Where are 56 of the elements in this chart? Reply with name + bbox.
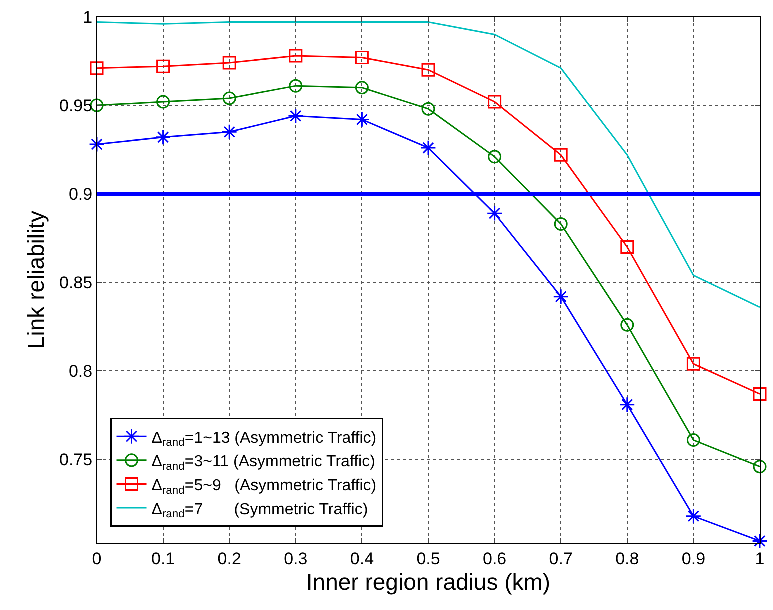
x-tick-label: 0.1	[151, 549, 176, 568]
x-tick-label: 1	[755, 549, 765, 568]
point	[686, 434, 700, 448]
y-tick-label: 0.8	[68, 362, 93, 382]
point	[156, 60, 170, 74]
x-tick-label: 0.3	[284, 549, 308, 568]
point	[488, 95, 502, 109]
point	[289, 79, 303, 93]
point	[222, 56, 236, 70]
point	[222, 92, 236, 106]
legend-label: Δ$_{rand}$=5~9 (Asymmetric Traffic)	[152, 477, 377, 497]
y-tick-label: 1	[83, 8, 93, 27]
x-tick-label: 0.9	[682, 549, 706, 568]
point	[554, 148, 568, 162]
point	[422, 63, 436, 77]
x-tick-label: 0.7	[549, 549, 573, 568]
legend-label: Δ$_{rand}$=7 (Symmetric Traffic)	[152, 501, 368, 521]
x-axis-title: Inner region radius (km)	[306, 569, 551, 595]
y-tick-label: 0.9	[68, 185, 93, 204]
point	[752, 533, 768, 550]
line-series	[97, 22, 760, 308]
point	[422, 102, 436, 116]
point	[222, 124, 238, 140]
point	[90, 62, 104, 76]
point	[686, 357, 700, 371]
point	[355, 50, 369, 64]
point	[686, 508, 702, 524]
x-tick-label: 0.5	[416, 549, 440, 568]
point	[553, 288, 570, 305]
x-tick-label: 0.6	[482, 549, 507, 568]
point	[619, 396, 636, 413]
point	[156, 95, 170, 109]
point	[753, 460, 767, 474]
point	[420, 140, 436, 156]
point	[288, 108, 304, 124]
y-axis-title: Link reliability	[22, 210, 49, 350]
x-tick-label: 0.8	[616, 549, 640, 568]
point	[155, 129, 172, 146]
point	[355, 81, 369, 95]
point	[354, 112, 370, 128]
x-tick-label: 0.2	[218, 549, 242, 568]
legend-label: Δ$_{rand}$=1~13 (Asymmetric Traffic)	[152, 430, 377, 450]
point	[289, 49, 303, 63]
point	[486, 206, 503, 222]
y-tick-label: 0.85	[60, 274, 93, 293]
point	[554, 217, 568, 231]
y-tick-label: 0.75	[60, 450, 93, 470]
y-tick-label: 0.95	[60, 96, 93, 116]
x-tick-label: 0.4	[350, 549, 374, 568]
x-tick-label: 0	[92, 549, 102, 568]
legend-label: Δ$_{rand}$=3~11 (Asymmetric Traffic)	[152, 454, 376, 474]
point	[620, 318, 634, 332]
point	[488, 150, 502, 164]
point	[89, 136, 105, 152]
point	[620, 240, 634, 254]
point	[753, 387, 767, 401]
